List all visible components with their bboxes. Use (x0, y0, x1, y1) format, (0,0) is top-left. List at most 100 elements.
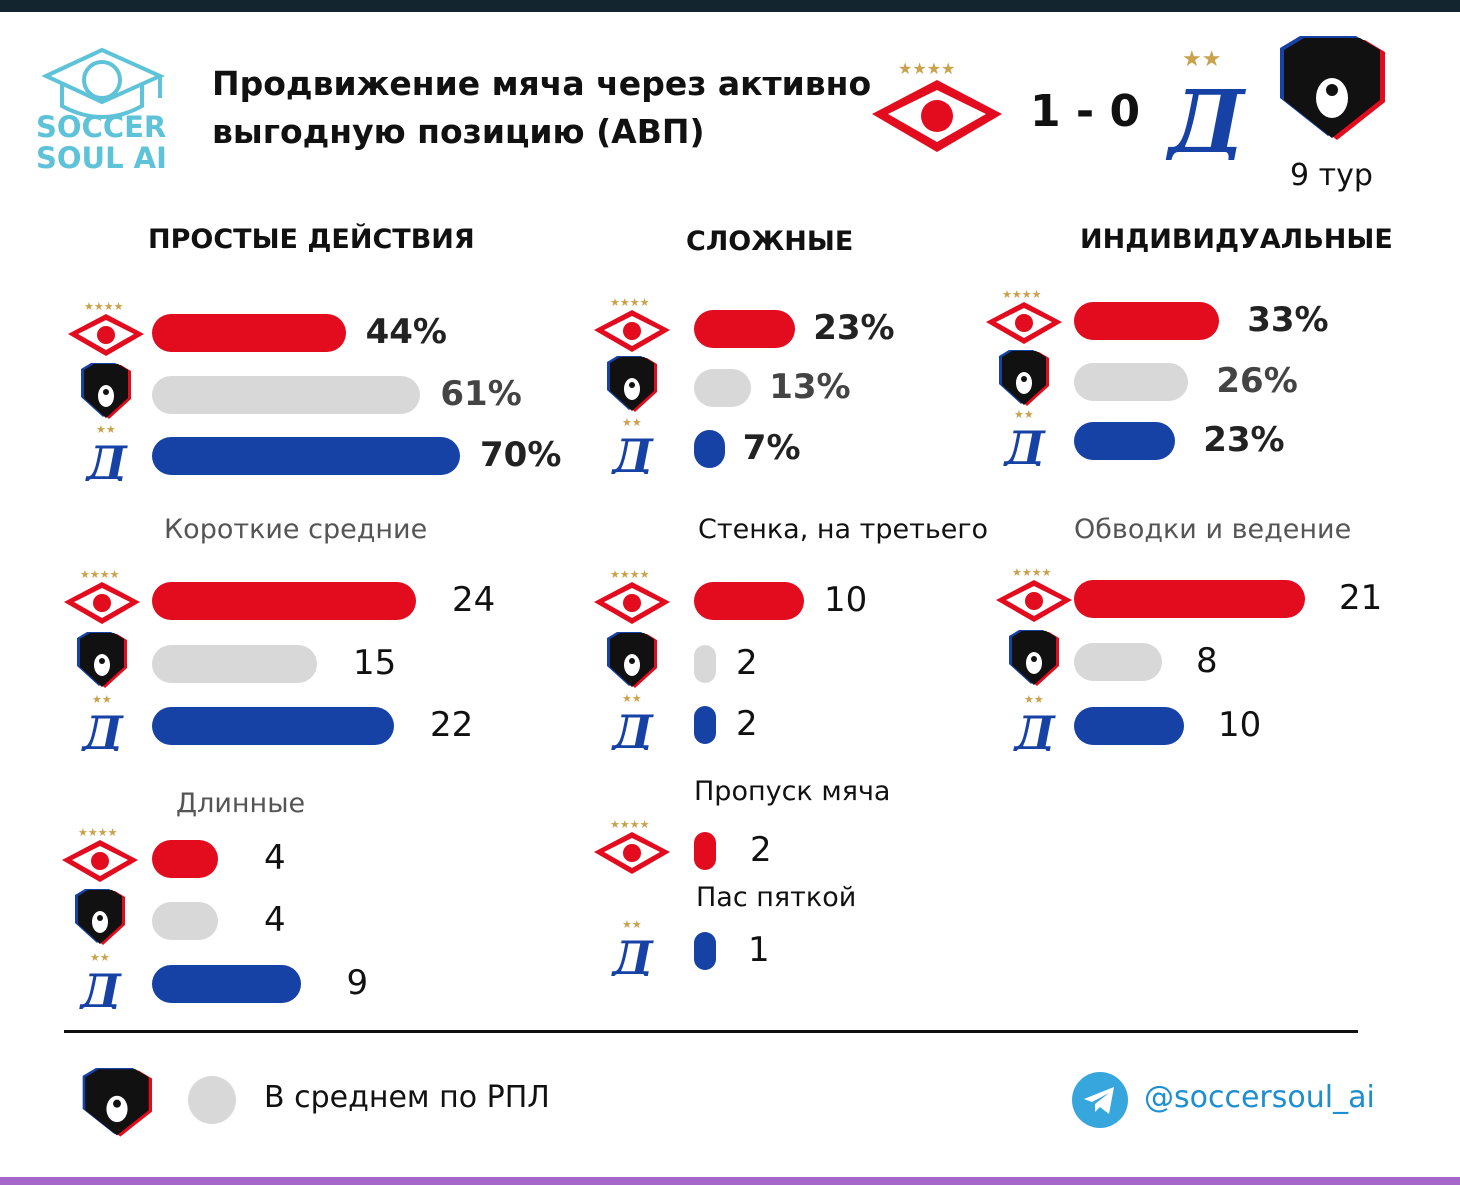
bar-dynamo (694, 706, 716, 744)
svg-text:★★★★: ★★★★ (1012, 566, 1052, 579)
svg-text:Д: Д (610, 705, 654, 750)
svg-text:Д: Д (84, 436, 128, 481)
svg-text:Д: Д (78, 964, 122, 1009)
spartak-logo-icon: ★★★★ (64, 568, 140, 624)
svg-text:Д: Д (1012, 706, 1056, 751)
dynamo-logo-icon: ★★ Д (1164, 47, 1247, 160)
bar-rpl (152, 645, 317, 683)
spartak-logo-icon: ★★★★ (996, 566, 1072, 622)
rpl-bear-icon (77, 632, 127, 688)
dynamo-logo-icon: ★★Д (80, 693, 124, 751)
telegram-icon[interactable] (1072, 1072, 1128, 1128)
section-title-complex: СЛОЖНЫЕ (686, 226, 854, 257)
rpl-bear-icon (607, 356, 657, 412)
svg-text:★★★★: ★★★★ (610, 568, 650, 581)
telegram-handle[interactable]: @soccersoul_ai (1144, 1080, 1375, 1115)
brand-line-1: SOCCER (36, 110, 167, 144)
bar-dynamo (152, 965, 301, 1003)
svg-text:★★: ★★ (622, 416, 642, 429)
value-label: 2 (736, 643, 758, 683)
bar-spartak (152, 314, 346, 352)
svg-text:★★: ★★ (1014, 408, 1034, 421)
bar-dynamo (152, 707, 394, 745)
spartak-logo-icon: ★★★★ (594, 296, 670, 352)
svg-text:★★: ★★ (90, 951, 110, 964)
bar-dynamo (694, 932, 716, 970)
bar-spartak (694, 582, 804, 620)
match-score: 1 - 0 (1030, 86, 1141, 137)
dynamo-logo-icon: ★★Д (1002, 408, 1046, 466)
value-label: 10 (824, 580, 868, 620)
value-label: 26% (1216, 361, 1298, 401)
svg-text:Д: Д (80, 706, 124, 751)
svg-text:★★: ★★ (1024, 693, 1044, 706)
svg-text:★★★★: ★★★★ (1002, 288, 1042, 301)
value-label: 4 (264, 900, 286, 940)
spartak-logo-icon: ★★★★ (986, 288, 1062, 344)
value-label: 23% (813, 308, 895, 348)
svg-text:★★: ★★ (92, 693, 112, 706)
bar-spartak (152, 582, 416, 620)
svg-text:Д: Д (610, 931, 654, 976)
svg-text:★★★★: ★★★★ (84, 300, 124, 313)
svg-text:★★: ★★ (96, 423, 116, 436)
spartak-logo-icon: ★★★★ (62, 826, 138, 882)
value-label: 8 (1196, 641, 1218, 681)
value-label: 1 (748, 930, 770, 970)
soccer-soul-logo-icon (41, 47, 165, 119)
rpl-bear-icon (1280, 36, 1385, 140)
bar-spartak (694, 832, 716, 870)
dynamo-logo-icon: ★★Д (78, 951, 122, 1009)
dynamo-logo-icon: ★★Д (610, 416, 654, 474)
spartak-logo-icon: ★★★★ (594, 818, 670, 874)
svg-text:★★: ★★ (622, 692, 642, 705)
legend-label: В среднем по РПЛ (264, 1080, 550, 1115)
section-title-simple: ПРОСТЫЕ ДЕЙСТВИЯ (148, 224, 475, 255)
round-label: 9 тур (1290, 158, 1373, 193)
rpl-bear-icon (607, 632, 657, 688)
value-label: 9 (346, 963, 369, 1003)
bar-rpl (1074, 643, 1162, 681)
value-label: 7% (742, 428, 801, 468)
value-label: 13% (769, 367, 851, 407)
value-label: 61% (440, 374, 522, 414)
brand-line-2: SOUL AI (36, 141, 167, 175)
svg-text:Д: Д (1002, 421, 1046, 466)
bar-spartak (694, 310, 796, 348)
rpl-bear-icon (81, 363, 131, 419)
value-label: 24 (452, 580, 496, 620)
value-label: 2 (750, 830, 772, 870)
sub-title-dummy: Пропуск мяча (694, 776, 891, 807)
bar-rpl (1074, 363, 1189, 401)
svg-text:★★★★: ★★★★ (80, 568, 120, 581)
bar-dynamo (1074, 422, 1176, 460)
bar-spartak (1074, 580, 1305, 618)
svg-text:★★★★: ★★★★ (898, 59, 955, 78)
legend-swatch (188, 1076, 236, 1124)
value-label: 15 (353, 643, 397, 683)
sub-title-short-medium: Короткие средние (164, 514, 428, 545)
svg-text:★★: ★★ (622, 918, 642, 931)
bar-rpl (694, 645, 716, 683)
bottom-bar (0, 1177, 1460, 1185)
svg-text:★★★★: ★★★★ (610, 296, 650, 309)
svg-text:Д: Д (1164, 72, 1247, 160)
value-label: 44% (365, 312, 447, 352)
value-label: 10 (1218, 705, 1262, 745)
section-title-individual: ИНДИВИДУАЛЬНЫЕ (1080, 224, 1393, 255)
svg-text:★★★★: ★★★★ (78, 826, 118, 839)
bar-dynamo (694, 430, 725, 468)
dynamo-logo-icon: ★★Д (84, 423, 128, 481)
bar-dynamo (1074, 707, 1184, 745)
value-label: 33% (1247, 300, 1329, 340)
spartak-logo-icon: ★★★★ (872, 59, 1002, 152)
sub-title-long: Длинные (176, 788, 306, 819)
bar-rpl (152, 376, 421, 414)
value-label: 4 (264, 838, 286, 878)
bar-rpl (694, 369, 752, 407)
dynamo-logo-icon: ★★Д (1012, 693, 1056, 751)
rpl-bear-icon (999, 350, 1049, 406)
value-label: 22 (430, 705, 474, 745)
sub-title-wall-pass: Стенка, на третьего (698, 514, 989, 545)
